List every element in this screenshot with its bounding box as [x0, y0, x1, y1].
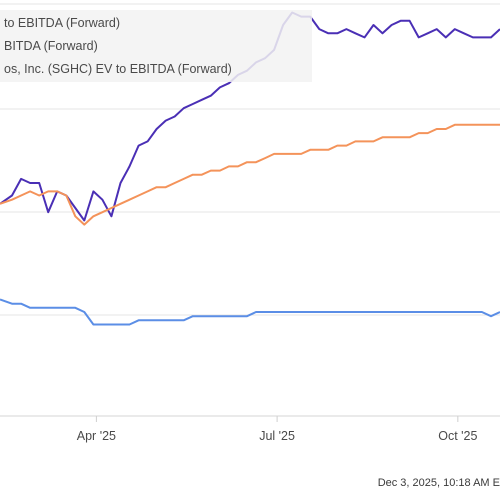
- series-line-2: [0, 123, 500, 226]
- x-tick-label-3: Oct '25: [438, 429, 477, 443]
- x-axis: Apr '25 Jul '25 Oct '25: [0, 415, 500, 443]
- series-line-3: [0, 298, 500, 326]
- footer-timestamp: Dec 3, 2025, 10:18 AM E: [378, 477, 500, 489]
- legend-entry-3: os, Inc. (SGHC) EV to EBITDA (Forward): [4, 62, 232, 76]
- legend-background: [0, 10, 312, 82]
- x-tick-label-1: Apr '25: [77, 429, 116, 443]
- x-tick-label-2: Jul '25: [259, 429, 295, 443]
- legend: to EBITDA (Forward) BITDA (Forward) os, …: [0, 10, 312, 82]
- legend-entry-2: BITDA (Forward): [4, 39, 98, 53]
- legend-entry-1: to EBITDA (Forward): [4, 16, 120, 30]
- footer: Dec 3, 2025, 10:18 AM E: [378, 477, 500, 489]
